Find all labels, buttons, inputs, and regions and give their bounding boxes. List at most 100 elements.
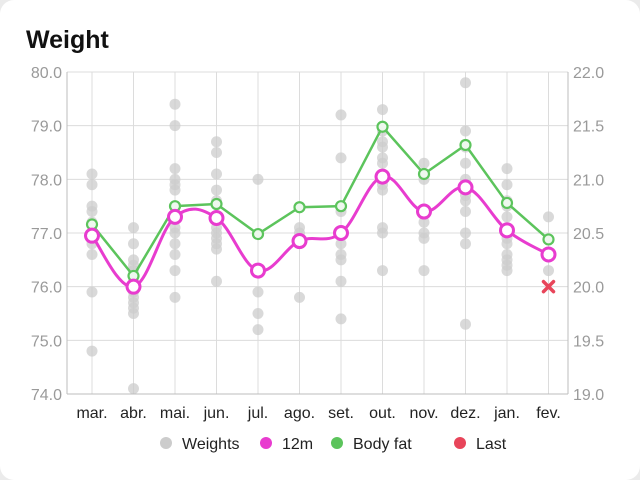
x-tick-label: out. bbox=[369, 405, 396, 422]
x-tick-label: nov. bbox=[409, 405, 438, 422]
x-tick-label: mar. bbox=[76, 405, 107, 422]
left-tick-label: 79.0 bbox=[31, 119, 62, 136]
chart-title: Weight bbox=[26, 26, 109, 54]
weight-point bbox=[460, 206, 471, 218]
weight-point bbox=[377, 157, 388, 169]
weight-point bbox=[418, 232, 430, 244]
weight-point bbox=[128, 383, 139, 395]
weight-point bbox=[86, 179, 98, 191]
weight-point bbox=[460, 77, 471, 89]
weight-point bbox=[501, 163, 513, 175]
line-body-fat bbox=[91, 125, 550, 278]
point-12m bbox=[208, 209, 225, 226]
point-body-fat bbox=[251, 227, 265, 241]
legend-swatch bbox=[260, 437, 272, 449]
legend: Weights 12m Body fat Last bbox=[160, 436, 507, 453]
weight-point bbox=[377, 227, 388, 239]
last-marker-stroke bbox=[541, 279, 556, 294]
weight-point bbox=[377, 141, 388, 153]
grid bbox=[67, 71, 568, 395]
weight-point bbox=[418, 216, 430, 228]
legend-swatch bbox=[160, 437, 172, 449]
weight-point bbox=[211, 136, 222, 148]
weight-point bbox=[128, 308, 139, 319]
weight-point bbox=[252, 173, 264, 185]
point-body-fat bbox=[293, 201, 306, 214]
weight-point bbox=[252, 324, 264, 336]
weight-point bbox=[501, 211, 513, 223]
weight-point bbox=[211, 147, 222, 158]
left-tick-label: 75.0 bbox=[31, 333, 62, 350]
right-tick-label: 21.0 bbox=[573, 172, 604, 189]
point-body-fat bbox=[542, 233, 555, 246]
axes: 80.0 79.0 78.0 77.0 76.0 75.0 74.0 22.0 21.5 21.0… bbox=[31, 65, 604, 422]
weight-point bbox=[86, 248, 98, 260]
weight-point bbox=[460, 227, 471, 239]
weight-point bbox=[335, 254, 347, 266]
weight-point bbox=[418, 265, 430, 277]
weight-point bbox=[335, 275, 347, 287]
weight-point bbox=[211, 275, 222, 287]
weight-point bbox=[211, 243, 222, 255]
weight-point bbox=[460, 318, 471, 330]
weight-point bbox=[460, 195, 471, 207]
point-body-fat bbox=[417, 167, 431, 181]
weight-point bbox=[501, 265, 513, 277]
left-tick-label: 76.0 bbox=[31, 280, 62, 297]
weight-point bbox=[460, 157, 471, 169]
weight-point bbox=[169, 184, 181, 196]
weight-point bbox=[169, 120, 181, 132]
series-lines bbox=[84, 120, 557, 295]
last-marker bbox=[541, 279, 556, 294]
weight-point bbox=[418, 157, 430, 169]
legend-label: 12m bbox=[282, 436, 313, 453]
point-12m bbox=[333, 225, 349, 241]
weight-point bbox=[211, 168, 222, 180]
x-tick-label: ago. bbox=[284, 405, 315, 422]
weight-point bbox=[377, 265, 388, 277]
weight-point bbox=[86, 206, 98, 218]
weight-point bbox=[169, 163, 181, 175]
right-tick-label: 19.0 bbox=[573, 387, 604, 404]
point-12m bbox=[125, 278, 142, 295]
x-tick-label: abr. bbox=[120, 405, 147, 422]
weight-point bbox=[335, 152, 347, 164]
point-body-fat bbox=[459, 138, 472, 152]
weight-point bbox=[86, 286, 98, 298]
weight-point bbox=[169, 98, 181, 110]
point-12m bbox=[374, 168, 391, 185]
weight-point bbox=[128, 238, 139, 250]
weight-point bbox=[377, 104, 388, 116]
legend-label: Body fat bbox=[353, 436, 412, 453]
weight-point bbox=[86, 168, 98, 180]
point-12m bbox=[457, 179, 474, 196]
point-body-fat bbox=[210, 197, 223, 211]
point-12m bbox=[540, 246, 557, 263]
point-12m bbox=[416, 203, 432, 220]
point-12m bbox=[84, 227, 100, 244]
left-tick-label: 74.0 bbox=[31, 387, 62, 404]
weight-point bbox=[169, 291, 181, 303]
legend-label: Last bbox=[476, 436, 507, 453]
x-tick-label: set. bbox=[328, 405, 354, 422]
left-tick-label: 78.0 bbox=[31, 172, 62, 189]
x-tick-label: jan. bbox=[493, 405, 520, 422]
point-12m bbox=[499, 222, 515, 239]
point-body-fat bbox=[500, 196, 514, 210]
right-tick-label: 21.5 bbox=[573, 119, 604, 136]
legend-swatch bbox=[331, 437, 343, 449]
weight-point bbox=[128, 222, 139, 234]
right-tick-label: 20.0 bbox=[573, 280, 604, 297]
weight-point bbox=[252, 308, 264, 319]
point-12m bbox=[250, 262, 266, 279]
weight-point bbox=[169, 227, 181, 239]
weight-point bbox=[169, 238, 181, 250]
right-tick-label: 22.0 bbox=[573, 65, 604, 82]
weight-point bbox=[543, 265, 554, 277]
legend-label: Weights bbox=[182, 436, 240, 453]
weight-point bbox=[543, 211, 554, 223]
weight-point bbox=[501, 238, 513, 250]
x-tick-label: fev. bbox=[536, 405, 561, 422]
weight-point bbox=[86, 345, 98, 357]
